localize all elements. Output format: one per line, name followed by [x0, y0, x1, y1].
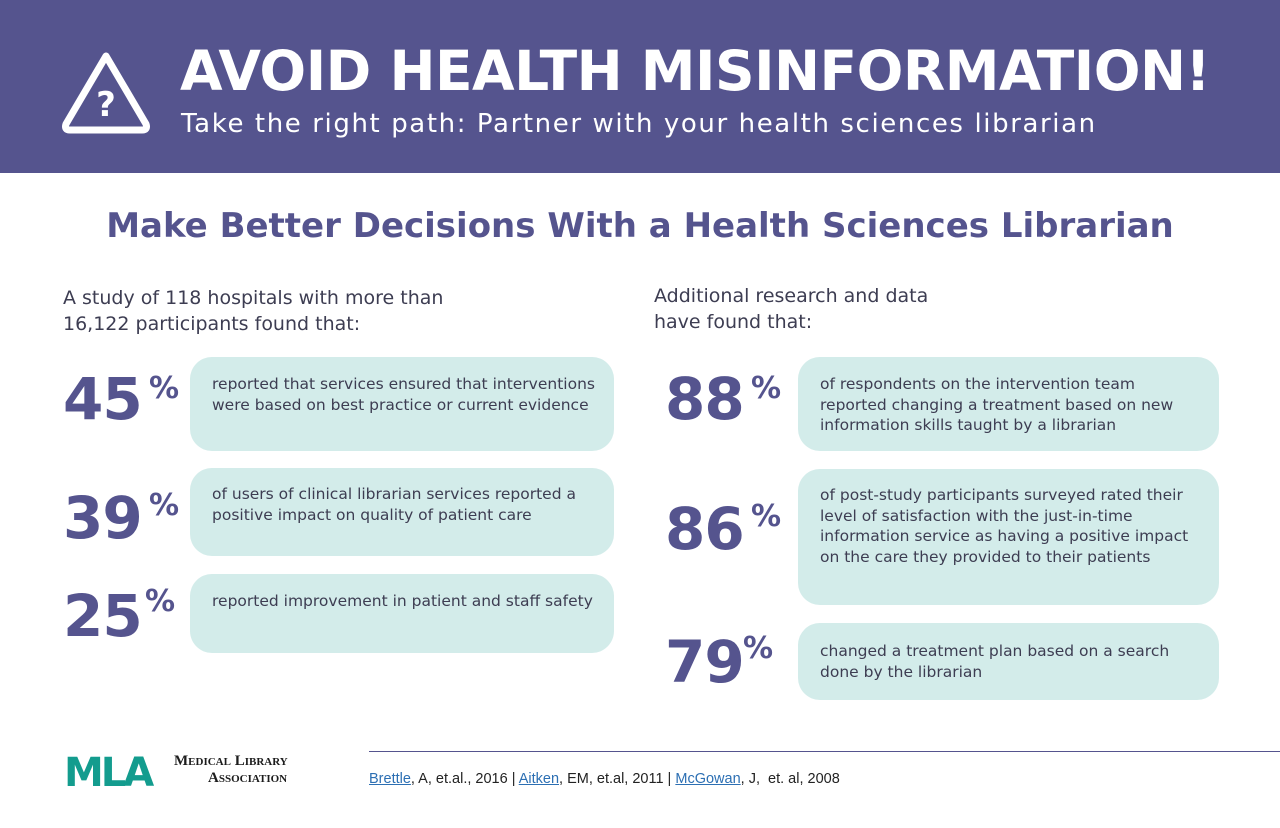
- stat-description-box: of users of clinical librarian services …: [190, 468, 614, 556]
- citation-link-brettle[interactable]: Brettle: [369, 771, 411, 787]
- stat-description-box: changed a treatment plan based on a sear…: [798, 623, 1219, 700]
- citation-link-aitken[interactable]: Aitken: [518, 771, 560, 787]
- stat-number: 25: [63, 582, 143, 650]
- banner-subtitle: Take the right path: Partner with your h…: [181, 109, 1097, 139]
- banner-title: AVOID HEALTH MISINFORMATION!: [180, 39, 1211, 103]
- stat-description-box: of respondents on the intervention team …: [798, 357, 1219, 451]
- stat-description: changed a treatment plan based on a sear…: [820, 642, 1170, 681]
- svg-text:?: ?: [96, 85, 116, 125]
- stat-number: 88: [665, 365, 745, 433]
- stat-description: of users of clinical librarian services …: [212, 485, 576, 524]
- stat-number: 86: [665, 495, 745, 563]
- section-title: Make Better Decisions With a Health Scie…: [106, 206, 1174, 246]
- citation-separator: |: [507, 771, 519, 787]
- citation-rest: , EM, et.al, 2011: [559, 771, 664, 787]
- stat-number: 45: [63, 365, 143, 433]
- stat-percent-sign: %: [145, 584, 176, 619]
- citation-link-mcgowan[interactable]: McGowan: [675, 771, 741, 787]
- stat-percent-sign: %: [751, 371, 782, 406]
- right-intro: Additional research and data have found …: [654, 285, 929, 333]
- stat-description: reported improvement in patient and staf…: [212, 592, 593, 610]
- warning-question-icon: ?: [62, 52, 150, 134]
- stat-description-box: reported improvement in patient and staf…: [190, 574, 614, 653]
- logo-text: Medical Library Association: [174, 753, 288, 787]
- stat-description: reported that services ensured that inte…: [212, 375, 595, 414]
- stat-description: of post-study participants surveyed rate…: [820, 486, 1189, 566]
- citation-rest: , J, et. al, 2008: [740, 771, 840, 787]
- stat-percent-sign: %: [743, 631, 774, 666]
- stat-number: 39: [63, 484, 143, 552]
- logo-line-1: Medical Library: [174, 753, 288, 769]
- stat-description: of respondents on the intervention team …: [820, 375, 1174, 434]
- stat-percent-sign: %: [149, 488, 180, 523]
- stat-percent-sign: %: [149, 371, 180, 406]
- citations: Brettle, A, et.al., 2016 | Aitken, EM, e…: [369, 771, 840, 787]
- mla-logo: MLA Medical Library Association: [64, 753, 314, 793]
- citation-rest: , A, et.al., 2016: [410, 771, 508, 787]
- footer-divider: [369, 751, 1280, 752]
- stat-percent-sign: %: [751, 499, 782, 534]
- stat-description-box: reported that services ensured that inte…: [190, 357, 614, 451]
- logo-line-2: Association: [208, 770, 288, 786]
- left-intro: A study of 118 hospitals with more than …: [63, 287, 444, 335]
- stat-description-box: of post-study participants surveyed rate…: [798, 469, 1219, 605]
- header-banner: ? AVOID HEALTH MISINFORMATION! Take the …: [0, 0, 1280, 173]
- stat-number: 79: [665, 628, 745, 696]
- citation-separator: |: [663, 771, 676, 787]
- logo-mark: MLA: [64, 750, 154, 796]
